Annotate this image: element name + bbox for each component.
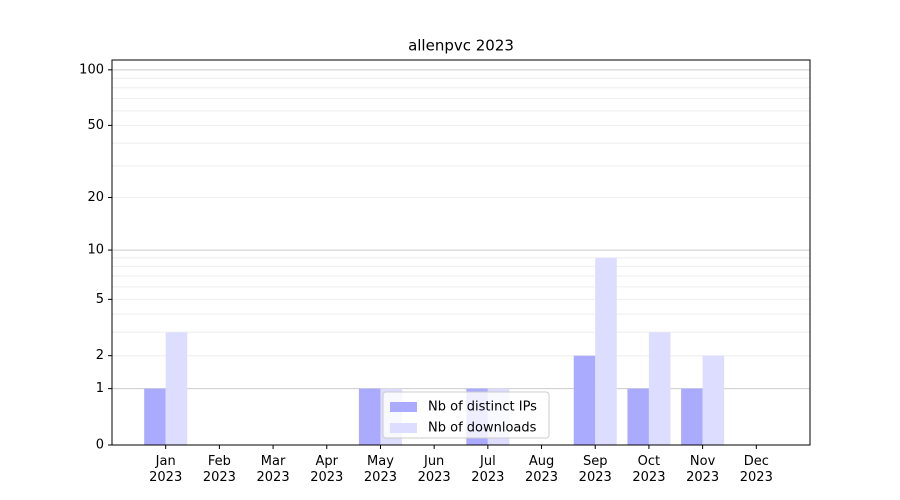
bar xyxy=(144,388,166,445)
legend-label: Nb of distinct IPs xyxy=(428,400,537,415)
legend-swatch xyxy=(390,423,417,433)
y-tick-label: 100 xyxy=(79,62,104,77)
bar xyxy=(681,388,703,445)
chart-title: allenpvc 2023 xyxy=(408,37,514,55)
x-tick-label: Sep 2023 xyxy=(579,454,612,485)
legend-label: Nb of downloads xyxy=(428,421,537,436)
x-tick-label: Jun 2023 xyxy=(418,454,451,485)
y-tick-label: 50 xyxy=(87,118,104,133)
y-tick-label: 10 xyxy=(87,243,104,258)
x-tick-label: Feb 2023 xyxy=(203,454,236,485)
x-tick-label: Aug 2023 xyxy=(525,454,558,485)
bar xyxy=(648,332,671,445)
bar xyxy=(702,355,725,445)
x-tick-label: Nov 2023 xyxy=(686,454,719,485)
x-tick-label: Jan 2023 xyxy=(149,454,182,485)
plot-frame xyxy=(111,59,811,446)
y-tick-label: 20 xyxy=(87,190,104,205)
y-tick-label: 5 xyxy=(96,292,104,307)
x-tick-label: Apr 2023 xyxy=(310,454,343,485)
y-tick-label: 2 xyxy=(96,348,104,363)
x-tick-label: Jul 2023 xyxy=(471,454,504,485)
x-tick-label: May 2023 xyxy=(364,454,397,485)
bar xyxy=(165,332,188,445)
bar xyxy=(358,388,381,445)
x-tick-label: Mar 2023 xyxy=(257,454,290,485)
bar xyxy=(627,388,649,445)
x-tick-label: Oct 2023 xyxy=(632,454,665,485)
x-tick-label: Dec 2023 xyxy=(740,454,773,485)
legend-swatch xyxy=(390,402,417,412)
y-tick-label: 1 xyxy=(96,381,104,396)
bar xyxy=(573,355,596,445)
legend-box xyxy=(382,391,550,439)
bar xyxy=(595,257,617,445)
y-tick-label: 0 xyxy=(96,438,104,453)
